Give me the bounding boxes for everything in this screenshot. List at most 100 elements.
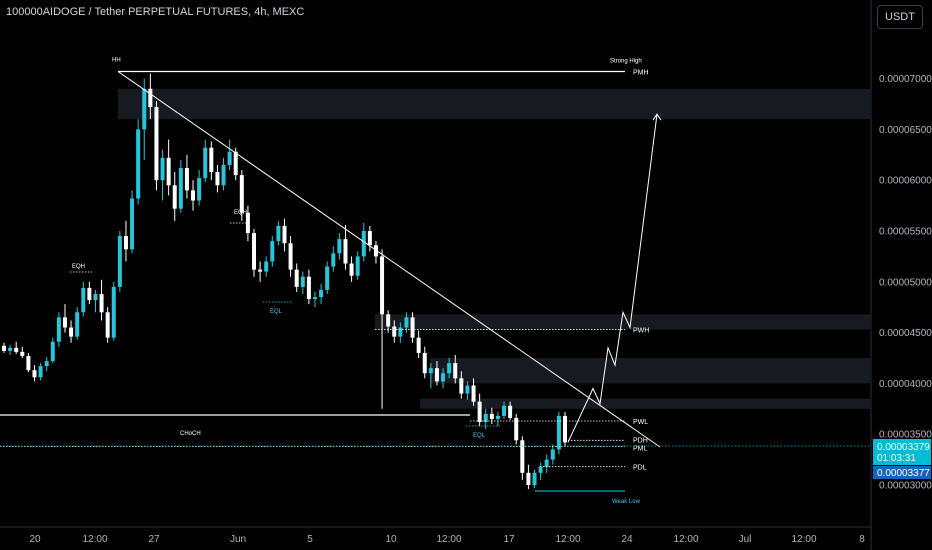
- current-price-bg: [873, 439, 931, 465]
- y-tick-label: 0.00006000: [879, 176, 932, 187]
- candle-body: [50, 341, 55, 362]
- candle: [563, 411, 567, 447]
- candle: [178, 159, 183, 213]
- x-tick-label: 12:00: [82, 534, 107, 545]
- candle-body: [123, 236, 128, 250]
- candle: [294, 263, 299, 292]
- candle-body: [69, 327, 74, 337]
- candle-body: [258, 269, 263, 272]
- candle: [184, 154, 189, 199]
- candle: [386, 310, 391, 333]
- y-tick-label: 0.00003000: [879, 481, 932, 492]
- candle-body: [520, 440, 525, 473]
- candle-body: [111, 286, 116, 338]
- candle: [343, 224, 348, 270]
- candle-body: [288, 243, 293, 270]
- x-tick-label: 5: [307, 534, 313, 545]
- candle-body: [8, 347, 13, 351]
- candle: [471, 378, 476, 406]
- candle: [117, 231, 122, 292]
- candle-body: [2, 345, 6, 351]
- candle: [550, 444, 555, 465]
- y-tick-label: 0.00003500: [879, 430, 932, 441]
- candle: [520, 436, 525, 480]
- x-tick-label: 12:00: [555, 534, 580, 545]
- candle-body: [544, 459, 549, 467]
- candle: [459, 371, 464, 399]
- candle: [508, 401, 513, 420]
- candle-body: [130, 198, 135, 250]
- candle: [489, 407, 494, 425]
- x-tick-label: 17: [503, 534, 515, 545]
- candle-body: [264, 261, 269, 272]
- eql-label: EQL: [473, 433, 486, 439]
- candle: [495, 411, 500, 427]
- hh-label: HH: [112, 57, 121, 63]
- candle: [355, 251, 360, 280]
- candle-body: [453, 363, 458, 379]
- choch-label: CHoCH: [180, 431, 201, 437]
- candle-body: [300, 276, 305, 287]
- candle: [252, 228, 257, 277]
- candle: [56, 312, 61, 347]
- candle-body: [227, 151, 232, 165]
- candle-body: [532, 472, 537, 485]
- zone-box: [118, 88, 870, 120]
- candle: [434, 361, 439, 386]
- zone-box: [430, 358, 870, 384]
- candle-body: [209, 147, 214, 173]
- candle-body: [331, 253, 336, 267]
- candle: [221, 157, 226, 191]
- candle-body: [276, 225, 281, 242]
- candle-body: [428, 368, 433, 374]
- annotations: HH CHoCH EQH EQH EQL EQL Weak Low: [70, 57, 662, 505]
- pmh-label: PMH: [633, 69, 649, 76]
- candle: [306, 269, 311, 305]
- candle-body: [380, 256, 385, 315]
- candle: [14, 341, 19, 354]
- candle-body: [563, 415, 567, 443]
- candle-body: [489, 413, 494, 419]
- candle: [142, 78, 147, 160]
- candle-body: [26, 355, 31, 371]
- candle-body: [148, 88, 153, 108]
- candle-body: [361, 231, 366, 257]
- candle-body: [166, 157, 171, 186]
- candle-body: [392, 326, 397, 337]
- candle-body: [44, 361, 49, 367]
- last-price-bg: [873, 466, 931, 479]
- strong-high-label: Strong High: [610, 58, 642, 64]
- candle: [8, 344, 13, 355]
- candle-body: [239, 175, 244, 213]
- candle: [392, 320, 397, 343]
- candle: [367, 225, 372, 252]
- pwl-label: PWL: [633, 419, 648, 426]
- candle: [416, 330, 421, 358]
- candle-body: [526, 472, 531, 485]
- candle: [502, 401, 507, 419]
- candle-body: [502, 405, 507, 416]
- candle-body: [160, 157, 165, 181]
- candle: [172, 172, 177, 221]
- candle-body: [252, 233, 257, 270]
- candle-body: [282, 225, 287, 244]
- candle: [349, 256, 354, 282]
- price-axis[interactable]: 0.00003000 0.00003500 0.00004000 0.00004500…: [870, 0, 932, 550]
- candle-body: [434, 368, 439, 382]
- candle: [447, 358, 452, 379]
- candle: [288, 236, 293, 277]
- candle: [62, 304, 67, 333]
- candle: [2, 342, 6, 353]
- candle: [276, 220, 281, 246]
- candle: [300, 271, 305, 294]
- candle: [239, 170, 244, 221]
- projection-arrowhead: [652, 113, 662, 121]
- eqh-label: EQH: [72, 264, 85, 270]
- candle-body: [105, 312, 110, 338]
- currency-button[interactable]: USDT: [877, 5, 923, 29]
- time-axis[interactable]: 20 12:00 27 Jun 5 10 12:00 17 12:00 24 12:00 Jul 12:…: [0, 526, 871, 545]
- candle: [32, 365, 37, 382]
- candle: [483, 408, 488, 430]
